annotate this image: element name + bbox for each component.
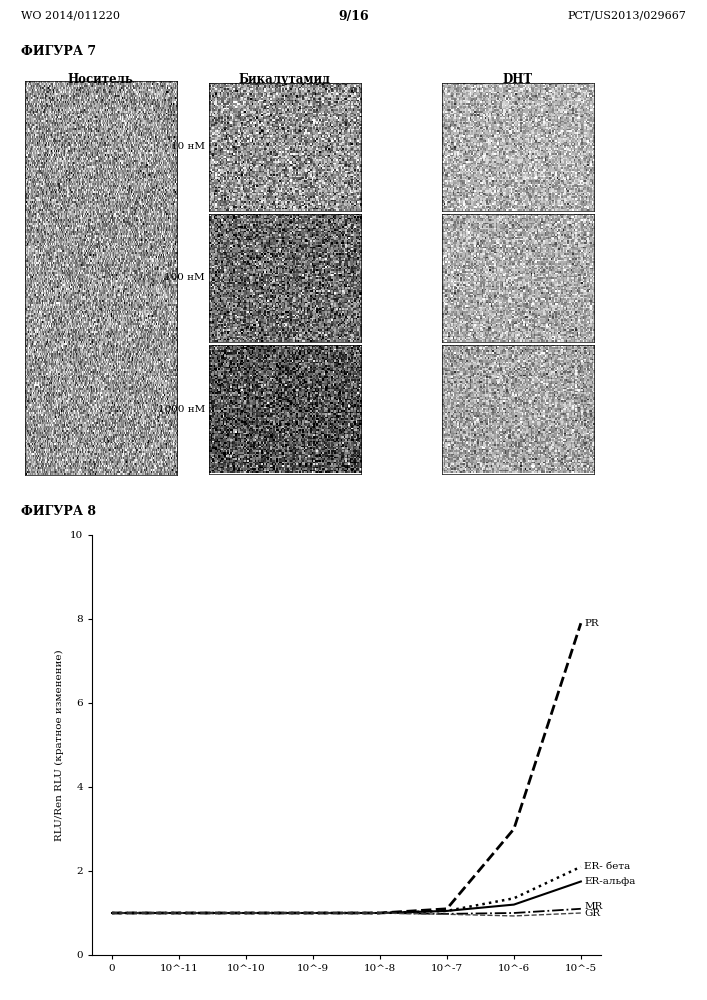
Text: 9/16: 9/16 bbox=[338, 10, 369, 23]
Text: PCT/US2013/029667: PCT/US2013/029667 bbox=[567, 10, 686, 20]
Text: MR: MR bbox=[584, 902, 602, 911]
Text: DHT: DHT bbox=[503, 73, 533, 86]
Text: 1000 нМ: 1000 нМ bbox=[158, 405, 205, 414]
Text: ER- бета: ER- бета bbox=[584, 862, 631, 871]
Text: Носитель: Носитель bbox=[68, 73, 134, 86]
Text: GR: GR bbox=[584, 908, 600, 918]
Text: 100 нМ: 100 нМ bbox=[165, 273, 205, 282]
Y-axis label: RLU/Ren RLU (кратное изменение): RLU/Ren RLU (кратное изменение) bbox=[55, 649, 64, 841]
Text: ER-альфа: ER-альфа bbox=[584, 877, 636, 886]
Text: ФИГУРА 7: ФИГУРА 7 bbox=[21, 45, 96, 58]
Text: WO 2014/011220: WO 2014/011220 bbox=[21, 10, 120, 20]
Text: 10 нМ: 10 нМ bbox=[171, 142, 205, 151]
Text: Бикалутамид: Бикалутамид bbox=[239, 73, 330, 86]
Text: ФИГУРА 8: ФИГУРА 8 bbox=[21, 505, 96, 518]
Text: PR: PR bbox=[584, 619, 599, 628]
